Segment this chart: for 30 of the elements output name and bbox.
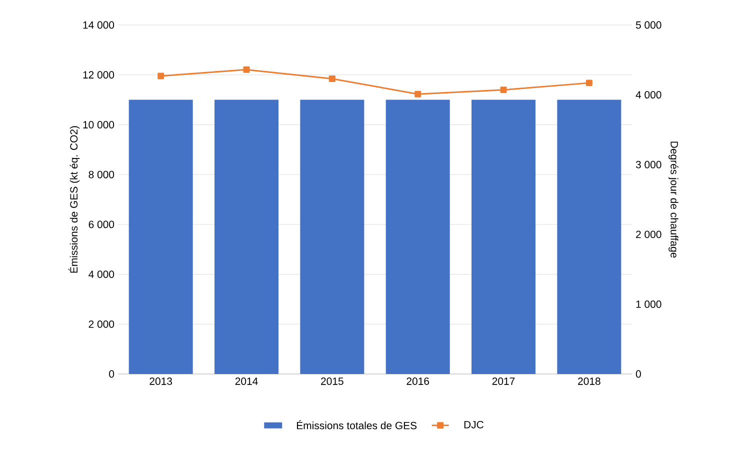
y2-tick-label: 3 000 (636, 160, 662, 168)
x-tick-label: 2015 (321, 378, 344, 385)
y-tick-label: 2 000 (88, 320, 114, 328)
y2-tick-label: 1 000 (636, 300, 662, 308)
x-tick-label: 2017 (492, 378, 515, 385)
y2-tick-label: 5 000 (636, 21, 662, 29)
legend-label: Émissions totales de GES (296, 420, 417, 430)
y2-tick-label: 4 000 (636, 91, 662, 99)
y-tick-label: 8 000 (88, 170, 114, 178)
point (586, 80, 592, 86)
y2-tick-label: 0 (636, 370, 641, 378)
x-tick-label: 2018 (578, 378, 600, 385)
y-tick-label: 14 000 (83, 21, 114, 29)
point (414, 90, 422, 98)
y-tick-label: 10 000 (83, 121, 114, 128)
y-tick-label: 12 000 (83, 71, 114, 79)
y2-axis-title: Degrés jour de chauffage (668, 142, 678, 258)
y-tick-label: 0 (109, 370, 114, 378)
point (500, 86, 507, 94)
point (243, 66, 250, 73)
x-tick-label: 2013 (150, 378, 172, 385)
x-tick-label: 2016 (406, 378, 430, 385)
y-tick-label: 6 000 (88, 220, 114, 228)
legend-label: DJC (464, 420, 484, 428)
y2-tick-label: 2 000 (636, 230, 662, 238)
point (328, 76, 336, 82)
point (158, 72, 164, 80)
y-axis-title: Émissions de GES (kt éq. CO2) (68, 126, 80, 273)
y-tick-label: 4 000 (88, 270, 114, 278)
x-tick-label: 2014 (235, 378, 258, 385)
